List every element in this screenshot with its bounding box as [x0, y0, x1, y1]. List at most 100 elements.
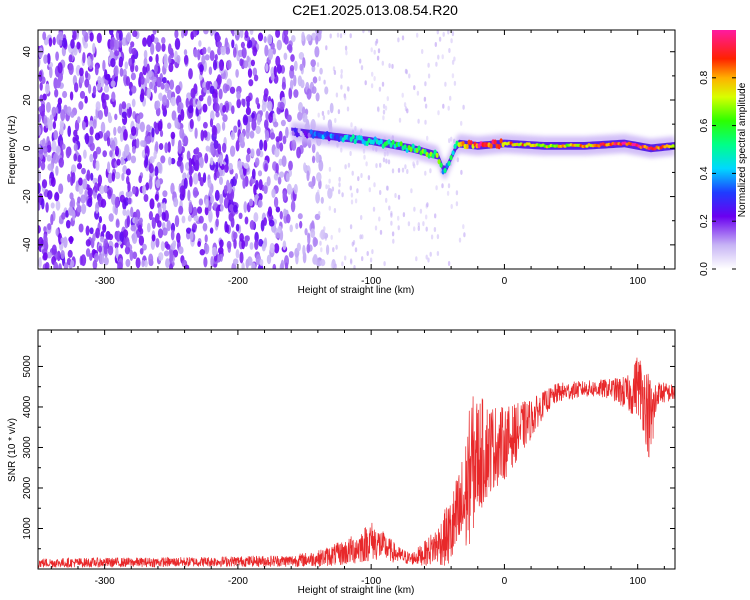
- spectrogram-noise-speckle: [76, 204, 82, 213]
- spectrogram-noise-speckle: [146, 135, 151, 145]
- spectrogram-noise-speckle: [267, 34, 273, 45]
- spectrogram-faint-speckle: [416, 90, 420, 96]
- spectrogram-noise-speckle: [79, 90, 86, 99]
- spectrogram-noise-speckle: [67, 125, 72, 137]
- spectrogram-noise-speckle: [215, 218, 219, 228]
- spectrogram-faint-speckle: [447, 183, 451, 189]
- spectrogram-noise-speckle: [148, 55, 153, 63]
- spectrogram-faint-speckle: [329, 33, 332, 39]
- spectrogram-noise-speckle: [126, 32, 132, 42]
- spectrogram-noise-speckle: [255, 97, 260, 105]
- spectrogram-faint-speckle: [384, 105, 388, 111]
- spectrogram-noise-speckle: [154, 213, 160, 224]
- spectrogram-faint-speckle: [401, 167, 405, 173]
- spectrogram-noise-speckle: [219, 154, 223, 167]
- spectrogram-noise-speckle: [188, 68, 193, 80]
- spectrogram-faint-speckle: [330, 263, 334, 269]
- spectrogram-noise-speckle: [58, 263, 62, 269]
- spectrogram-noise-speckle: [312, 76, 318, 84]
- spectrogram-noise-speckle: [117, 126, 122, 134]
- spectrogram-noise-speckle: [174, 37, 181, 50]
- spectrogram-noise-speckle: [38, 125, 41, 137]
- spectrogram-noise-speckle: [268, 112, 273, 124]
- spectrogram-noise-speckle: [272, 112, 276, 123]
- spectrogram-noise-speckle: [198, 94, 204, 102]
- spectrogram-noise-speckle: [233, 125, 238, 133]
- spectrogram-noise-speckle: [244, 216, 249, 225]
- spectrogram-ridge-cell: [325, 131, 329, 137]
- spectrogram-faint-speckle: [318, 76, 321, 82]
- spectrogram-faint-speckle: [325, 184, 328, 190]
- spectrogram-noise-speckle: [134, 65, 139, 72]
- chart-title: C2E1.2025.013.08.54.R20: [292, 2, 458, 18]
- spectrogram-faint-speckle: [375, 163, 378, 169]
- spectrogram-noise-speckle: [241, 262, 245, 269]
- spectrogram-noise-speckle: [149, 81, 153, 90]
- spectrogram-faint-speckle: [322, 115, 326, 121]
- spectrogram-noise-speckle: [162, 94, 168, 106]
- spectrogram-noise-speckle: [246, 55, 250, 63]
- spectrogram-ridge-cell: [465, 143, 469, 150]
- spectrogram-noise-speckle: [239, 30, 244, 39]
- spectrogram-noise-speckle: [119, 194, 126, 203]
- spectrogram-noise-speckle: [301, 31, 305, 42]
- spectrogram-noise-speckle: [213, 139, 219, 150]
- spectrogram-noise-speckle: [214, 102, 220, 113]
- spectrogram-noise-speckle: [92, 150, 98, 160]
- spectrogram-noise-speckle: [242, 177, 246, 189]
- spectrogram-faint-speckle: [462, 104, 465, 110]
- spectrogram-noise-speckle: [105, 73, 111, 81]
- spectrogram-noise-speckle: [261, 243, 266, 252]
- spectrogram-noise-speckle: [117, 261, 123, 269]
- spectrogram-noise-speckle: [131, 85, 137, 94]
- spectrogram-faint-speckle: [373, 182, 376, 188]
- spectrogram-noise-speckle: [76, 41, 81, 50]
- spectrogram-faint-speckle: [327, 184, 330, 190]
- spectrogram-noise-speckle: [231, 39, 235, 49]
- spectrogram-noise-speckle: [216, 74, 222, 86]
- spectrogram-ridge-cell: [497, 144, 501, 150]
- spectrogram-faint-speckle: [450, 136, 453, 142]
- spectrogram-noise-speckle: [218, 88, 223, 100]
- spectrogram-noise-speckle: [231, 105, 235, 115]
- spectrogram-faint-speckle: [422, 221, 425, 227]
- spectrogram-ridge-cell: [489, 143, 493, 149]
- spectrogram-noise-speckle: [99, 185, 105, 194]
- spectrogram-faint-speckle: [370, 83, 374, 89]
- spectrogram-faint-speckle: [379, 190, 382, 195]
- spectrogram-faint-speckle: [349, 185, 352, 191]
- spectrogram-noise-speckle: [273, 196, 279, 208]
- spectrogram-noise-speckle: [267, 206, 273, 217]
- spectrogram-faint-speckle: [406, 169, 409, 174]
- spectrogram-x-tick-label: -200: [228, 276, 248, 287]
- spectrogram-noise-speckle: [118, 39, 123, 49]
- spectrogram-noise-speckle: [161, 43, 166, 52]
- spectrogram-noise-speckle: [54, 88, 59, 98]
- spectrogram-noise-speckle: [225, 46, 231, 55]
- spectrogram-noise-speckle: [164, 60, 168, 69]
- spectrogram-y-tick-label: 40: [22, 46, 33, 58]
- spectrogram-noise-speckle: [219, 193, 224, 205]
- spectrogram-noise-speckle: [87, 187, 93, 197]
- spectrogram-noise-speckle: [254, 157, 260, 167]
- spectrogram-noise-speckle: [144, 155, 149, 167]
- spectrogram-noise-speckle: [274, 148, 280, 158]
- spectrogram-ridge-cell: [293, 127, 297, 133]
- spectrogram-noise-speckle: [85, 248, 91, 257]
- spectrogram-noise-speckle: [131, 232, 138, 245]
- spectrogram-noise-speckle: [135, 257, 141, 269]
- spectrogram-noise-speckle: [174, 215, 180, 228]
- spectrogram-ridge-cell: [295, 132, 299, 138]
- spectrogram-noise-speckle: [197, 240, 201, 248]
- snr-panel: -300 -200 -100 0 100 1000 2000 3000 4000 5000 He…: [7, 329, 676, 596]
- spectrogram-noise-speckle: [166, 220, 171, 232]
- spectrogram-faint-speckle: [350, 259, 353, 265]
- spectrogram-noise-speckle: [257, 199, 263, 208]
- spectrogram-noise-speckle: [62, 90, 68, 99]
- spectrogram-noise-speckle: [173, 197, 179, 208]
- spectrogram-noise-speckle: [146, 87, 152, 99]
- spectrogram-faint-speckle: [451, 73, 455, 79]
- spectrogram-noise-speckle: [141, 243, 147, 251]
- spectrogram-noise-speckle: [102, 99, 107, 110]
- spectrogram-noise-speckle: [102, 150, 108, 158]
